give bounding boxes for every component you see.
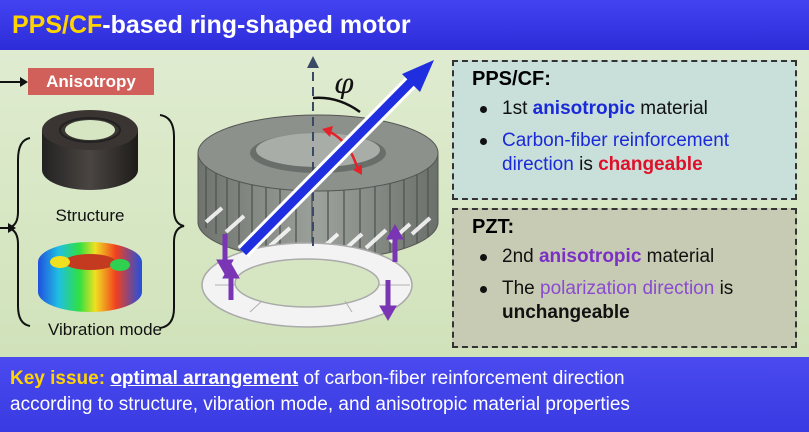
angle-arc (312, 96, 361, 114)
pzt-heading: PZT: (472, 216, 515, 238)
title-text: -based ring-shaped motor (102, 10, 411, 39)
vibration-mode-image (38, 242, 142, 312)
key-issue-highlight: optimal arrangement (110, 368, 299, 389)
angle-label: φ (334, 67, 354, 100)
key-issue-text-2: according to structure, vibration mode, … (10, 394, 630, 415)
title-bar: PPS/CF -based ring-shaped motor (0, 0, 809, 50)
pps-cf-item-1: 1st anisotropic material (462, 97, 787, 121)
vibration-mode-label: Vibration mode (47, 320, 163, 339)
pzt-panel: PZT: 2nd anisotropic material The polari… (452, 208, 797, 348)
fiber-direction-arrow (237, 60, 434, 258)
pzt-item-2: The polarization direction is unchangeabl… (462, 277, 787, 325)
key-issue-bar: Key issue: optimal arrangement of carbon… (0, 357, 809, 432)
pps-cf-panel: PPS/CF: 1st anisotropic material Carbon-… (452, 60, 797, 200)
title-highlight: PPS/CF (12, 10, 103, 39)
left-brace (7, 137, 31, 327)
pps-cf-heading: PPS/CF: (472, 68, 551, 90)
left-connector-top-arrow (0, 77, 28, 87)
key-issue-label: Key issue: (10, 368, 106, 389)
polarization-arrows (216, 223, 404, 322)
vertical-axis-arrow (307, 56, 319, 250)
pzt-ring (201, 242, 413, 328)
anisotropy-badge: Anisotropy (28, 68, 154, 95)
pzt-item-1: 2nd anisotropic material (462, 245, 787, 269)
structure-ring-image (42, 110, 138, 190)
structure-label: Structure (55, 206, 125, 225)
pps-cf-item-2: Carbon-fiber reinforcement direction is c… (462, 129, 787, 177)
right-brace (159, 114, 185, 329)
key-issue-text-1: of carbon-fiber reinforcement direction (298, 368, 625, 389)
